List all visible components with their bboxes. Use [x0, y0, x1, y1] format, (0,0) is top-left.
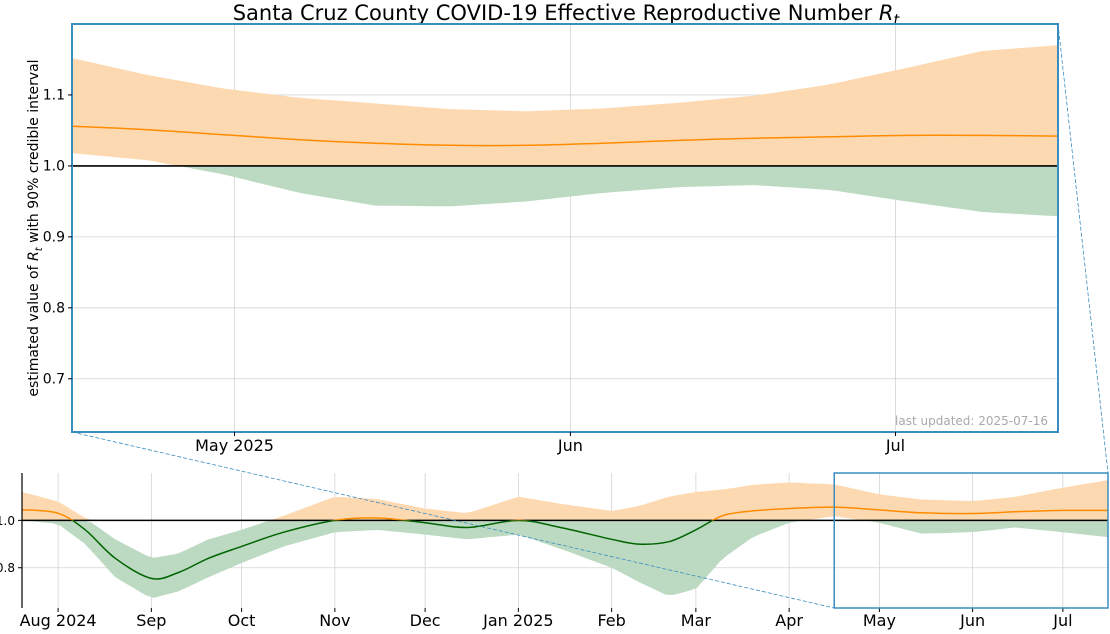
y-axis-label-post: with 90% credible interval [26, 59, 42, 247]
zoom-window-box [833, 472, 1109, 609]
zoomed-panel: 0.7 0.8 0.9 1.0 1.1 May 2025 Jun Jul [43, 23, 1059, 455]
x-tick-label-8: Apr [775, 611, 803, 630]
zoom-connectors [71, 23, 1109, 609]
last-updated-annotation: last updated: 2025-07-16 [895, 414, 1048, 428]
y-tick-label-4: 1.1 [43, 87, 65, 103]
credible-interval-below-1 [22, 520, 1108, 598]
x-tick-label-2: Oct [228, 611, 256, 630]
y-tick-label-0: 0.7 [43, 371, 65, 387]
credible-interval-below-1 [72, 165, 1058, 217]
median-line-above [22, 506, 1108, 521]
x-tick-label-5: Jan 2025 [482, 611, 553, 630]
y-tick-label-1: 1.0 [0, 514, 15, 528]
y-axis-label-symbol: R [26, 251, 42, 261]
x-tick-label-0: May 2025 [195, 436, 274, 455]
overview-panel: 0.8 1.0 Aug 2024 Sep Oct Nov Dec Jan 2025 Feb Mar… [0, 472, 1109, 630]
credible-interval-above-1 [22, 480, 1108, 521]
x-tick-label-1: Sep [136, 611, 166, 630]
x-tick-label-7: Mar [681, 611, 712, 630]
x-tick-label-2: Jul [885, 436, 905, 455]
panel-frame [71, 23, 1059, 433]
y-tick-label-0: 0.8 [0, 561, 15, 575]
x-tick-label-11: Jul [1052, 611, 1072, 630]
x-tick-label-9: May [863, 611, 896, 630]
y-axis-label-pre: estimated value of [26, 261, 42, 397]
chart-title-symbol: R [879, 1, 894, 25]
chart-title-text: Santa Cruz County COVID-19 Effective Rep… [233, 1, 879, 25]
chart-title-subscript: t [893, 11, 900, 29]
x-tick-label-3: Nov [319, 611, 350, 630]
x-tick-label-10: Jun [959, 611, 985, 630]
y-tick-label-3: 1.0 [43, 158, 65, 174]
x-tick-label-1: Jun [557, 436, 583, 455]
y-axis-label: estimated value of Rt with 90% credible … [26, 59, 45, 396]
x-tick-label-4: Dec [410, 611, 441, 630]
y-tick-label-1: 0.8 [43, 300, 65, 316]
zoom-connector-right [1057, 23, 1109, 474]
median-line-below [71, 520, 715, 580]
median-line [71, 125, 1059, 147]
y-tick-label-2: 0.9 [43, 229, 65, 245]
chart-title: Santa Cruz County COVID-19 Effective Rep… [233, 1, 901, 29]
x-tick-label-6: Feb [597, 611, 625, 630]
x-tick-label-0: Aug 2024 [20, 611, 97, 630]
y-axis-label-subscript: t [34, 246, 45, 251]
zoom-connector-left [71, 431, 835, 609]
credible-interval-above-1 [72, 45, 1058, 166]
